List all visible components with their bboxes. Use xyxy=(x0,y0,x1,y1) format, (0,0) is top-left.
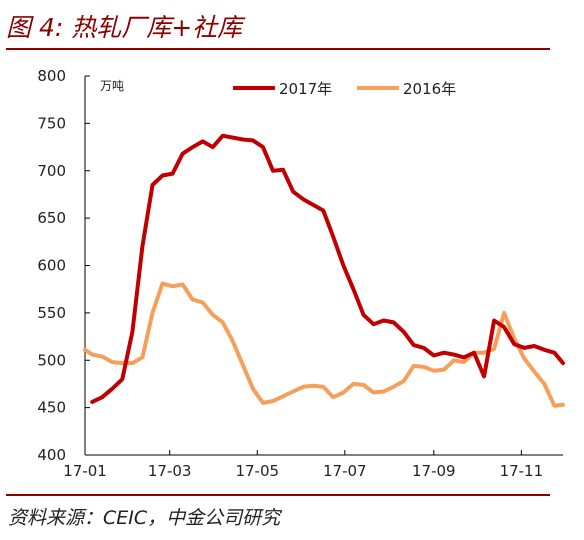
chart-title: 图 4: 热轧厂库+社库 xyxy=(6,13,243,42)
series-lines xyxy=(83,133,565,408)
title-divider xyxy=(6,48,550,50)
y-unit-label: 万吨 xyxy=(100,79,124,93)
source-note: 资料来源：CEIC，中金公司研究 xyxy=(8,507,281,529)
y-tick-label: 400 xyxy=(37,446,66,464)
x-tick-label: 17-01 xyxy=(63,462,107,480)
x-tick-label: 17-05 xyxy=(235,462,279,480)
series-line xyxy=(90,133,565,404)
x-tick-label: 17-07 xyxy=(323,462,367,480)
y-tick-label: 750 xyxy=(37,114,66,132)
y-tick-label: 500 xyxy=(37,351,66,369)
y-tick-label: 450 xyxy=(37,399,66,417)
x-tick-label: 17-03 xyxy=(148,462,192,480)
source-divider xyxy=(6,494,550,496)
y-tick-label: 650 xyxy=(37,209,66,227)
axes: 400 450 500 550 600 650 700 750 800 17-01 17-03 17-… xyxy=(37,67,563,480)
x-tick-label: 17-09 xyxy=(412,462,456,480)
y-tick-label: 600 xyxy=(37,257,66,275)
y-tick-label: 550 xyxy=(37,304,66,322)
legend-label: 2017年 xyxy=(279,80,332,98)
legend-label: 2016年 xyxy=(403,80,456,98)
series-line xyxy=(83,281,565,408)
y-tick-label: 700 xyxy=(37,162,66,180)
x-tick-label: 17-11 xyxy=(500,462,544,480)
legend: 2017年 2016年 xyxy=(233,80,456,98)
y-tick-label: 800 xyxy=(37,67,66,85)
